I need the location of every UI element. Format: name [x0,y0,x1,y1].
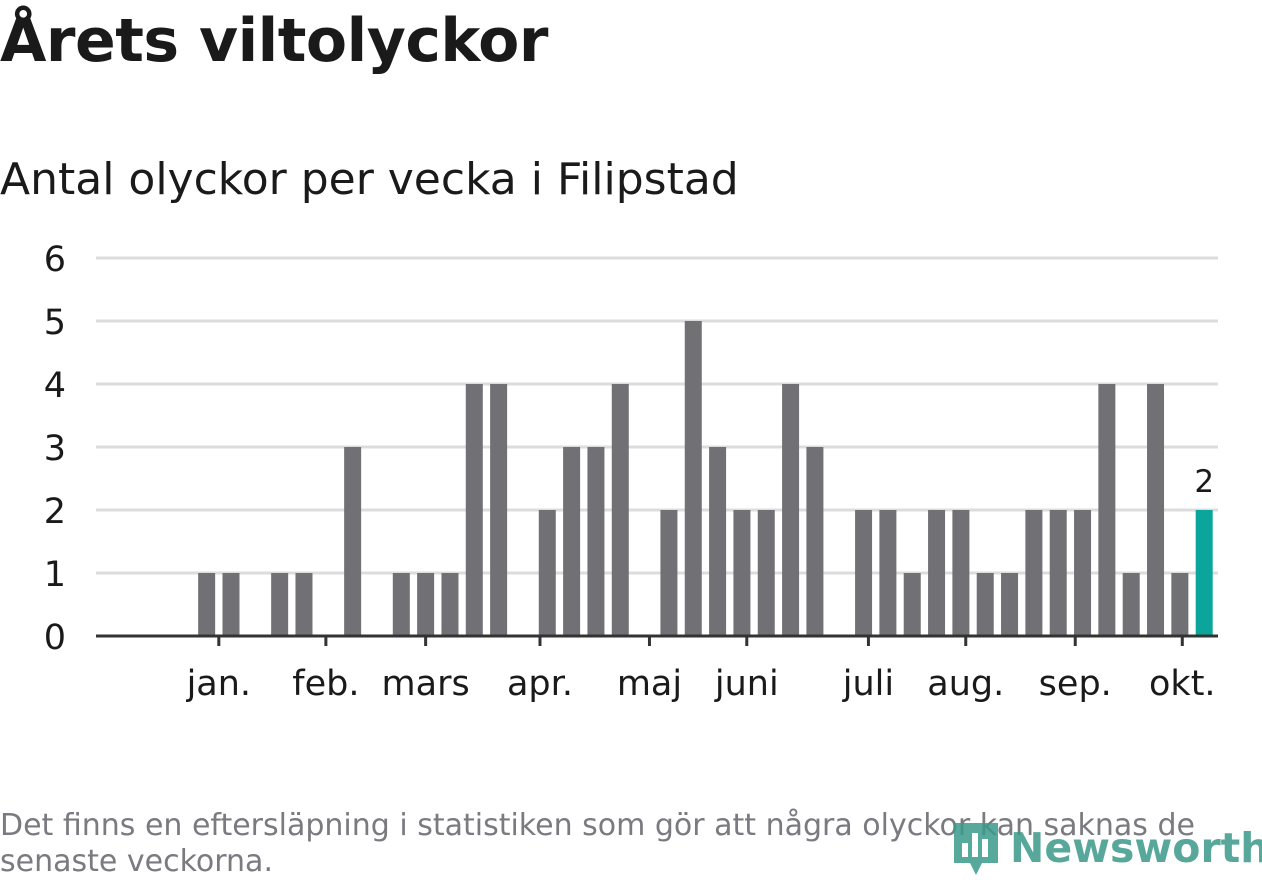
bar [1025,510,1043,636]
bar [465,384,483,636]
bar [757,510,775,636]
bar [198,573,216,636]
bar [928,510,946,636]
x-tick-label: aug. [927,664,1004,704]
x-tick-label: apr. [507,664,573,704]
bar [611,384,629,636]
bar [952,510,970,636]
bar [782,384,800,636]
bar [855,510,873,636]
bar [222,573,240,636]
bar [344,447,362,636]
x-tick-label: jan. [186,664,251,704]
x-tick-label: maj [617,664,682,704]
x-tick-label: mars [382,664,470,704]
x-tick-label: juli [842,664,894,704]
bar [684,321,702,636]
bar [1049,510,1067,636]
bar [1171,573,1189,636]
y-tick-label: 6 [44,240,66,280]
bar [709,447,727,636]
chart-title: Årets viltolyckor [0,6,549,76]
bar [1147,384,1165,636]
bar [1001,573,1019,636]
bar [1074,510,1092,636]
y-tick-label: 4 [44,366,66,406]
data-label: 2 [1194,464,1214,500]
y-tick-label: 5 [44,303,66,343]
bar [295,573,313,636]
bar [271,573,289,636]
y-tick-label: 0 [44,618,66,658]
bar [441,573,459,636]
bar [1122,573,1140,636]
y-tick-label: 2 [44,492,66,532]
bar [1098,384,1116,636]
bar [879,510,897,636]
bar-highlight [1195,510,1213,636]
bar [660,510,678,636]
bar [538,510,556,636]
bar [563,447,581,636]
bar [733,510,751,636]
bar [417,573,435,636]
newsworthy-logo-text: Newsworthy [1010,824,1262,872]
newsworthy-logo-icon [954,823,998,875]
newsworthy-logo: Newsworthy [950,818,1262,878]
bar [587,447,605,636]
x-tick-label: sep. [1039,664,1112,704]
bar [903,573,921,636]
bar [490,384,508,636]
bar [976,573,994,636]
x-tick-label: juni [714,664,779,704]
bar [392,573,410,636]
bar [806,447,824,636]
chart-subtitle: Antal olyckor per vecka i Filipstad [0,154,739,205]
y-tick-label: 3 [44,429,66,469]
y-tick-label: 1 [44,555,66,595]
x-tick-label: okt. [1149,664,1216,704]
x-tick-label: feb. [292,664,359,704]
